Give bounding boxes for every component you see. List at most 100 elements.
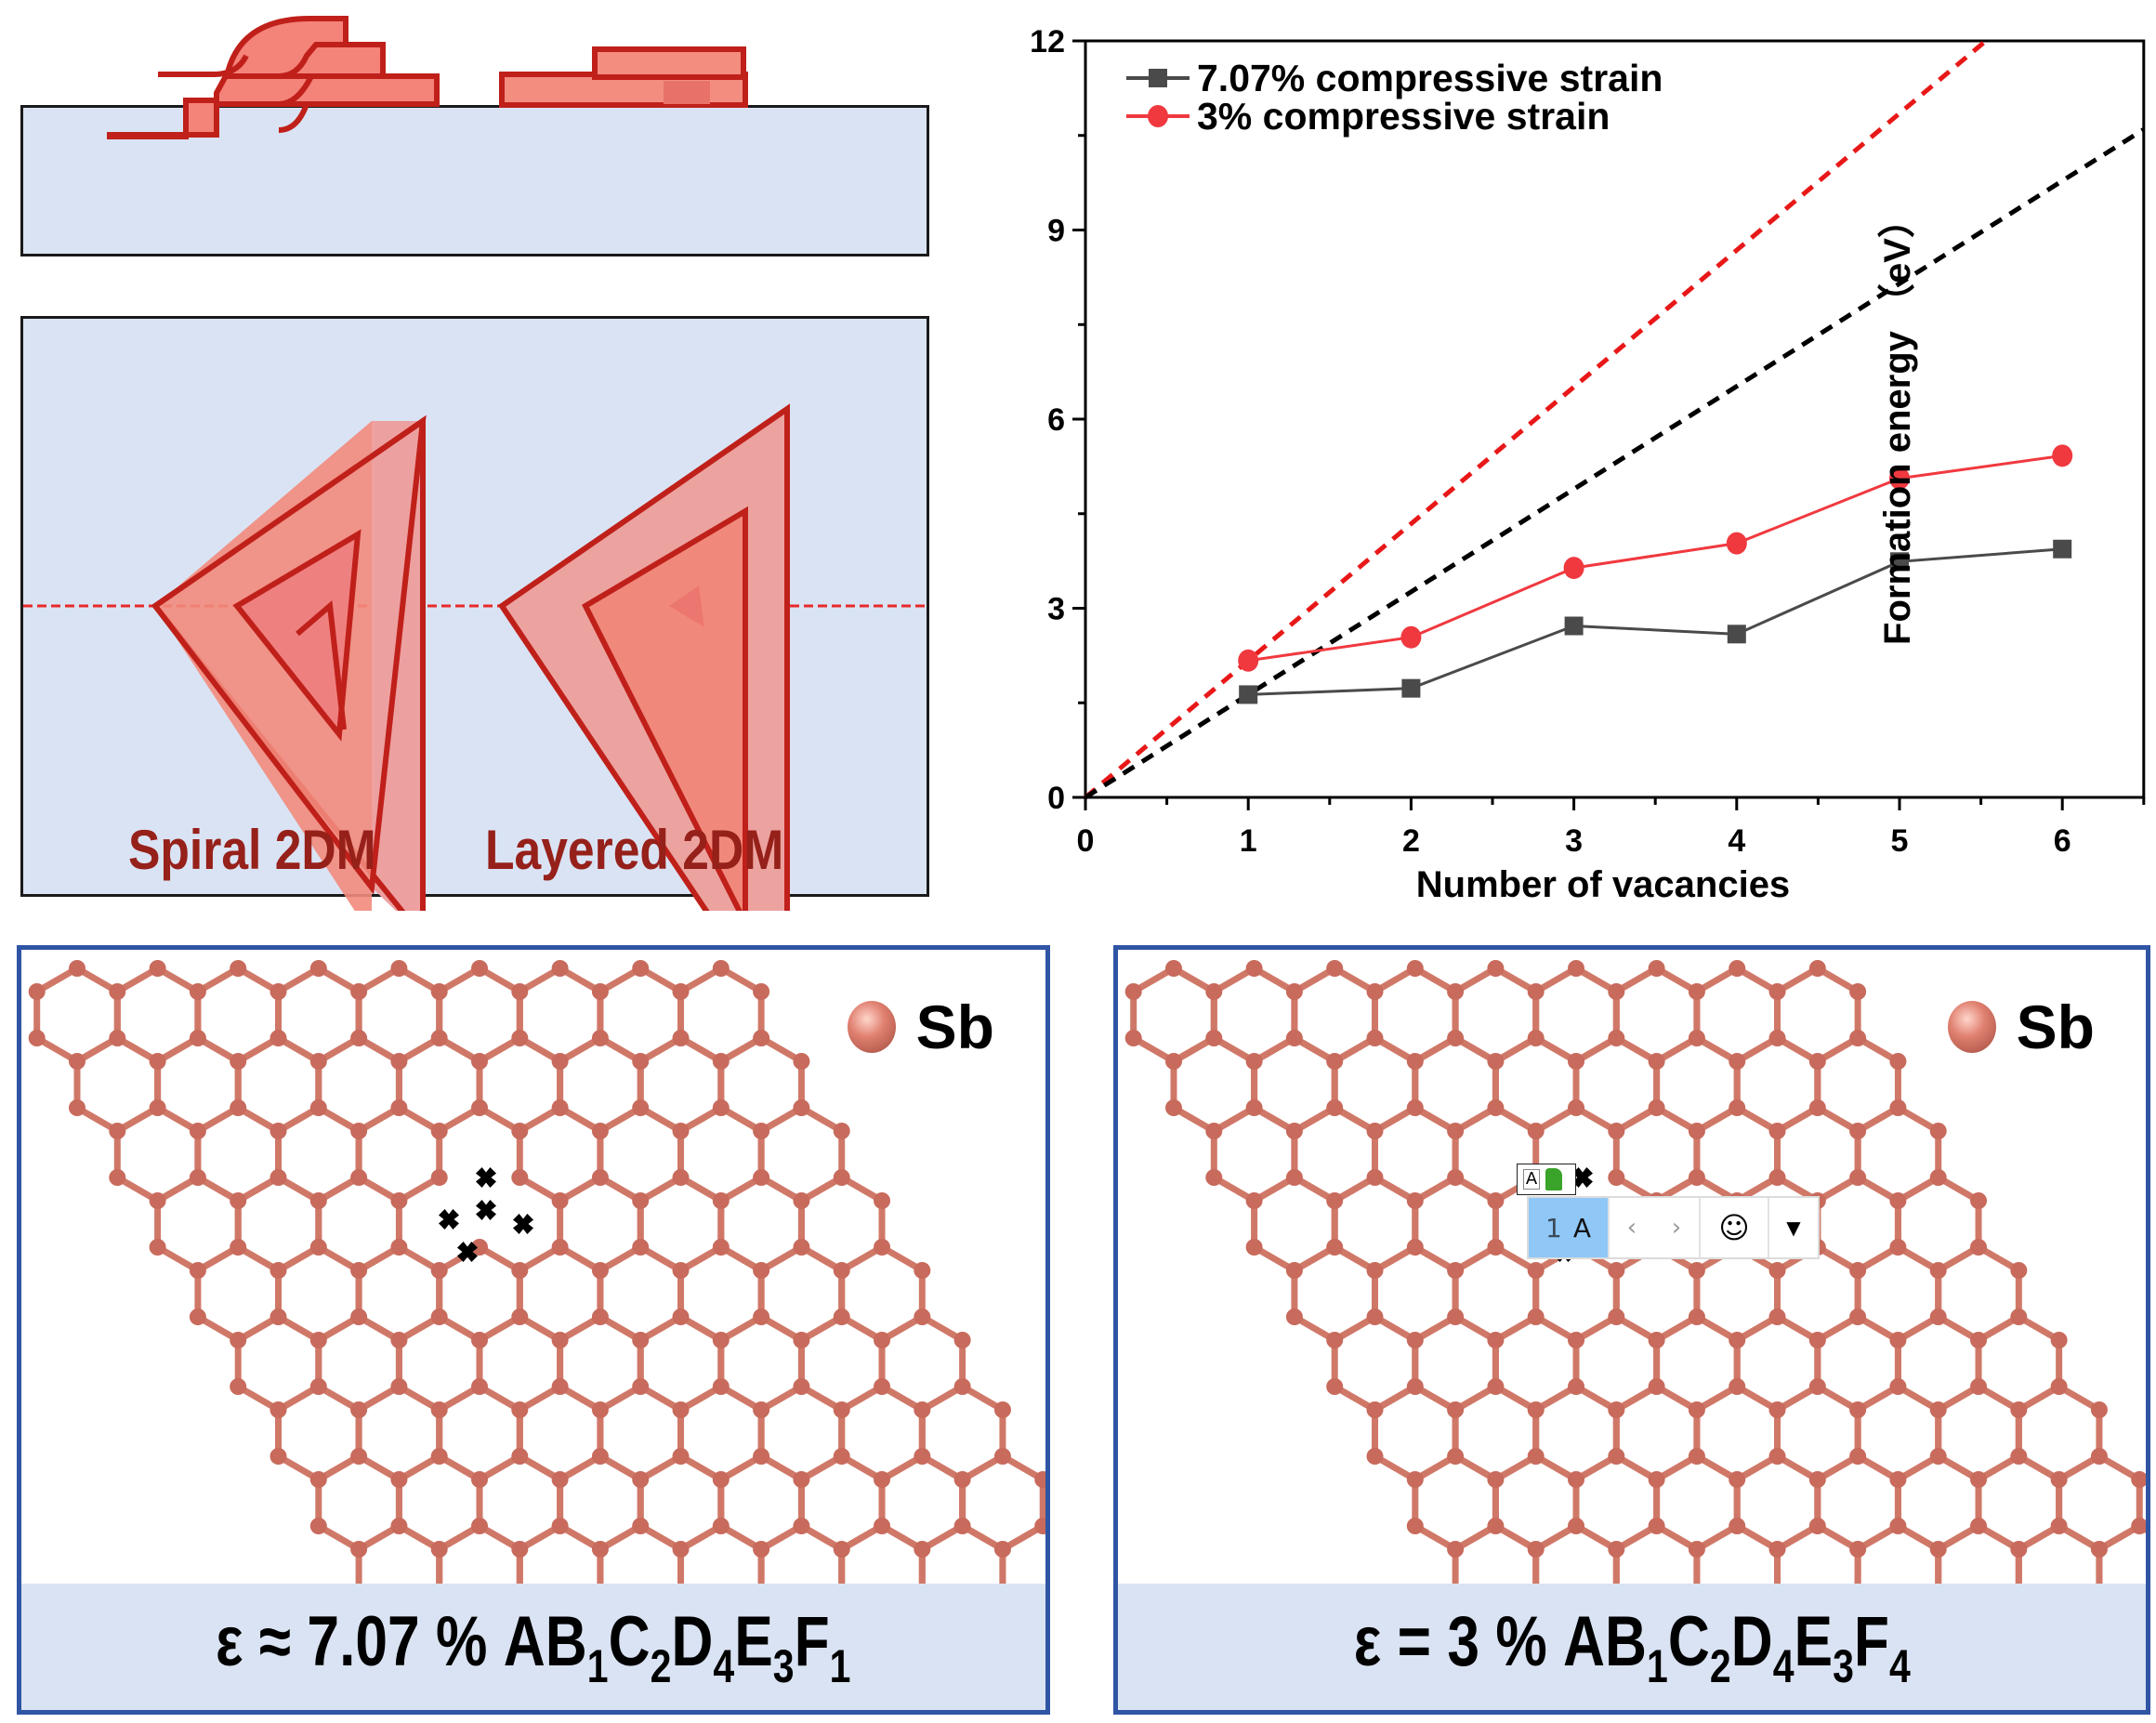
- formula-subscript: 2: [1709, 1639, 1731, 1692]
- sb-atom: [753, 1123, 770, 1139]
- sb-atom: [874, 1239, 891, 1256]
- data-point-square: [1239, 685, 1258, 704]
- sb-atom: [672, 1262, 690, 1279]
- emoji-icon[interactable]: ☺: [1699, 1198, 1768, 1257]
- sb-atom: [511, 1309, 529, 1325]
- sb-atom: [1768, 1262, 1786, 1279]
- sb-atom: [551, 1471, 569, 1488]
- ime-mini-toolbar[interactable]: A: [1517, 1164, 1576, 1195]
- series-line: [1248, 547, 2063, 696]
- sb-atom: [1729, 1518, 1746, 1534]
- x-tick-label: 2: [1402, 823, 1420, 859]
- sb-atom: [149, 1053, 166, 1070]
- data-point-square: [1564, 616, 1584, 636]
- sb-atom: [270, 1401, 287, 1418]
- dropdown-icon[interactable]: ▼: [1768, 1198, 1818, 1257]
- sb-atom: [1487, 1332, 1505, 1348]
- next-page-icon[interactable]: ›: [1671, 1214, 1682, 1242]
- sb-atom: [1366, 1262, 1384, 1279]
- sb-atom: [833, 1541, 850, 1558]
- sb-atom: [1808, 1518, 1826, 1534]
- sb-atom: [390, 1239, 408, 1256]
- sb-atom: [1406, 1471, 1424, 1488]
- prev-page-icon[interactable]: ‹: [1626, 1214, 1637, 1242]
- sb-atom: [1326, 1378, 1344, 1395]
- sb-atom: [309, 1518, 327, 1534]
- sb-atom: [753, 1401, 770, 1418]
- sb-atom: [712, 1471, 730, 1488]
- ime-nav: ‹ ›: [1608, 1198, 1699, 1257]
- sb-atom: [511, 1401, 529, 1418]
- sb-atom: [2050, 1471, 2068, 1488]
- sb-atom: [230, 1192, 247, 1209]
- sb-atom: [1808, 960, 1826, 977]
- sb-atom: [1648, 1332, 1665, 1348]
- sb-atom: [712, 1332, 730, 1348]
- sb-atom: [591, 983, 609, 1000]
- sb-atom: [993, 1401, 1011, 1418]
- sb-atom: [309, 1378, 327, 1395]
- x-tick-label: 1: [1240, 823, 1257, 859]
- formula-element: F: [1853, 1601, 1889, 1681]
- sb-atom: [28, 1030, 46, 1046]
- ime-green-icon[interactable]: [1545, 1168, 1562, 1190]
- sb-atom: [632, 960, 650, 977]
- sb-atom: [2131, 1471, 2146, 1488]
- y-tick-label: 0: [1047, 781, 1065, 816]
- sb-atom: [69, 1053, 85, 1070]
- sb-atom: [712, 1192, 730, 1209]
- sb-atom: [2010, 1448, 2028, 1465]
- sb-atom: [1568, 1099, 1585, 1116]
- sb-atom: [1889, 1471, 1907, 1488]
- sb-atom: [1447, 1030, 1465, 1046]
- ime-mode-icon[interactable]: A: [1523, 1169, 1540, 1190]
- y-axis-label: Formation energy （eV）: [1877, 201, 1918, 645]
- sb-atom: [632, 1099, 650, 1116]
- sb-atom: [471, 1239, 489, 1256]
- sb-atom: [632, 1239, 650, 1256]
- sb-atom: [471, 1099, 489, 1116]
- sb-atom: [672, 1401, 690, 1418]
- sb-atom: [149, 1099, 166, 1116]
- sb-atom: [551, 1239, 569, 1256]
- sb-atom: [753, 983, 770, 1000]
- sb-atom: [309, 1471, 327, 1488]
- sb-atom: [1487, 960, 1505, 977]
- sb-atom: [591, 1169, 609, 1186]
- vacancy-marker-icon: [513, 1214, 533, 1234]
- sb-atom: [1648, 1099, 1665, 1116]
- sb-atom: [430, 1541, 448, 1558]
- sb-atom: [753, 1448, 770, 1465]
- sb-atom: [914, 1541, 931, 1558]
- sb-atom: [230, 1053, 247, 1070]
- element-label: Sb: [915, 993, 994, 1061]
- sb-atom: [793, 1099, 810, 1116]
- legend-marker-square: [1149, 69, 1167, 87]
- element-label: Sb: [2016, 993, 2095, 1061]
- sb-atom: [309, 960, 327, 977]
- sb-atom: [1688, 1030, 1705, 1046]
- sb-atom: [1688, 1401, 1705, 1418]
- ime-candidate-1[interactable]: 1 A: [1529, 1198, 1608, 1257]
- sb-atom: [632, 1053, 650, 1070]
- sb-atom: [1808, 1471, 1826, 1488]
- sb-atom: [2050, 1518, 2068, 1534]
- sb-atom: [2090, 1448, 2108, 1465]
- sb-atom: [1447, 1541, 1465, 1558]
- x-tick-label: 4: [1728, 823, 1745, 859]
- sb-atom: [390, 1192, 408, 1209]
- sb-atom: [874, 1471, 891, 1488]
- vacancy-marker-icon: [457, 1242, 478, 1262]
- sb-atom: [1608, 1448, 1625, 1465]
- sb-atom: [953, 1378, 971, 1395]
- spiral-2dm-label: Spiral 2DM: [128, 819, 376, 881]
- sb-atom: [591, 1309, 609, 1325]
- sb-atom: [1487, 1518, 1505, 1534]
- sb-atom: [1527, 1030, 1545, 1046]
- sb-atom: [309, 1099, 327, 1116]
- sb-atom: [1447, 1262, 1465, 1279]
- sb-atom: [390, 1471, 408, 1488]
- sb-atom: [1608, 1262, 1625, 1279]
- sb-atom: [1729, 1378, 1746, 1395]
- sb-atom: [712, 960, 730, 977]
